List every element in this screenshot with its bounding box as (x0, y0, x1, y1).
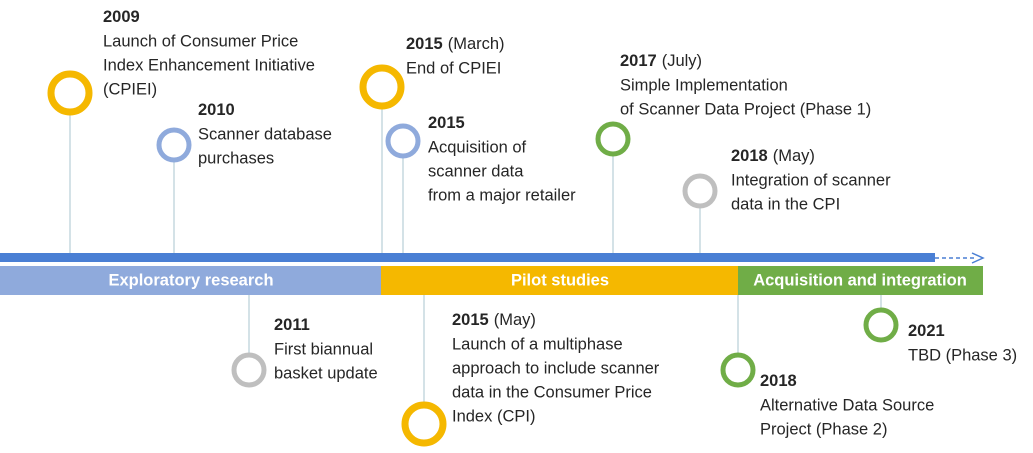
event-year: 2009 (103, 8, 140, 26)
event-description: Launch of a multiphase (452, 335, 623, 353)
phase-label: Acquisition and integration (753, 271, 967, 289)
event-description: of Scanner Data Project (Phase 1) (620, 100, 871, 118)
event-date: 2017 (July) (620, 52, 702, 70)
event-year: 2015 (428, 114, 465, 132)
event-description: End of CPIEI (406, 59, 501, 77)
event-qualifier: (May) (494, 311, 536, 329)
event-description: Simple Implementation (620, 76, 788, 94)
event-marker (401, 401, 447, 447)
event-date: 2015 (428, 114, 465, 132)
event-year: 2017 (620, 52, 657, 70)
event-marker (863, 307, 899, 343)
event-description: (CPIEI) (103, 80, 157, 98)
event-marker (595, 121, 631, 157)
event-marker (720, 352, 756, 388)
event-description: basket update (274, 364, 378, 382)
event-marker (231, 352, 267, 388)
event-qualifier: (May) (773, 147, 815, 165)
event-description: TBD (Phase 3) (908, 346, 1017, 364)
event-date: 2015 (March) (406, 35, 505, 53)
event-date: 2010 (198, 101, 235, 119)
event-description: Acquisition of (428, 138, 527, 156)
event-year: 2021 (908, 322, 945, 340)
event-description: Scanner database (198, 125, 332, 143)
event-marker (359, 64, 405, 110)
event-date: 2018 (760, 372, 797, 390)
phase-bar (738, 266, 983, 295)
event-description: approach to include scanner (452, 359, 660, 377)
event-year: 2018 (731, 147, 768, 165)
event-qualifier: (March) (448, 35, 505, 53)
phase-bar (381, 266, 738, 295)
event-description: scanner data (428, 162, 524, 180)
event-marker (47, 70, 93, 116)
event-year: 2015 (406, 35, 443, 53)
phase-label: Exploratory research (108, 271, 273, 289)
event-qualifier: (July) (662, 52, 702, 70)
event-date: 2011 (274, 316, 310, 334)
event-date: 2009 (103, 8, 140, 26)
event-year: 2018 (760, 372, 797, 390)
event-marker (156, 127, 192, 163)
event-marker (385, 123, 421, 159)
phase-label: Pilot studies (511, 271, 609, 289)
event-description: Integration of scanner (731, 171, 891, 189)
event-description: Index (CPI) (452, 407, 535, 425)
event-marker (682, 173, 718, 209)
event-description: First biannual (274, 340, 373, 358)
event-year: 2010 (198, 101, 235, 119)
event-description: data in the CPI (731, 195, 840, 213)
event-description: purchases (198, 149, 274, 167)
event-description: Alternative Data Source (760, 396, 934, 414)
timeline-bar (0, 253, 935, 262)
event-description: Launch of Consumer Price (103, 32, 298, 50)
event-date: 2015 (May) (452, 311, 536, 329)
event-year: 2015 (452, 311, 489, 329)
event-date: 2021 (908, 322, 945, 340)
phase-bar (0, 266, 381, 295)
event-description: from a major retailer (428, 186, 576, 204)
event-description: Index Enhancement Initiative (103, 56, 315, 74)
arrow-head (971, 252, 985, 264)
event-description: Project (Phase 2) (760, 420, 887, 438)
event-date: 2018 (May) (731, 147, 815, 165)
event-year: 2011 (274, 316, 310, 334)
event-description: data in the Consumer Price (452, 383, 652, 401)
